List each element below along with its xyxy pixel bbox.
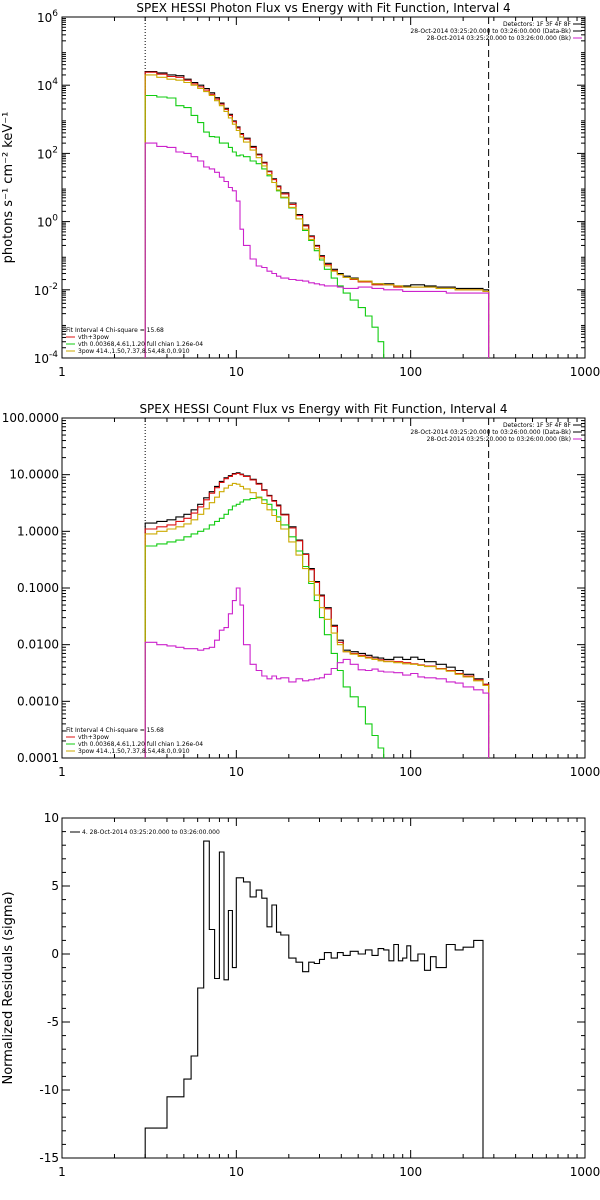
legend-entry: Detectors: 1F 3F 4F 8F [503, 21, 572, 28]
y-tick-label: 1.0000 [17, 524, 59, 538]
plot-frame [61, 16, 586, 359]
y-tick-exponent: -2 [49, 282, 58, 292]
y-tick-base: 10 [34, 284, 49, 298]
x-tick-label: 1000 [570, 1165, 600, 1179]
y-axis-label: photons s⁻¹ cm⁻² keV⁻¹ [1, 112, 16, 264]
series-vth [144, 496, 385, 758]
data-series-group [144, 840, 489, 1158]
legend-entry: vth 0.00368,4.61,1.20 full chian 1.26e-0… [78, 741, 203, 748]
y-tick-base: 10 [37, 147, 52, 161]
y-tick-exponent: 2 [52, 145, 58, 155]
y-tick-base: 10 [37, 11, 52, 25]
legend-entry: 28-Oct-2014 03:25:20.000 to 03:26:00.000… [410, 429, 571, 436]
chart-panel-1: SPEX HESSI Photon Flux vs Energy with Fi… [1, 1, 600, 379]
legend-entry: 3pow 414.,1.50,7.37,8.54,48.0,0.910 [78, 748, 190, 755]
x-tick-label: 1000 [570, 365, 600, 379]
legend-entry: vth 0.00368,4.61,1.20 full chian 1.26e-0… [78, 341, 203, 348]
y-tick-label: 106 [37, 9, 58, 25]
y-tick-exponent: 0 [52, 214, 58, 224]
x-tick-label: 100 [399, 765, 422, 779]
x-tick-label: 1000 [570, 765, 600, 779]
y-tick-label: 0.0100 [17, 638, 59, 652]
chart-panel-2: SPEX HESSI Count Flux vs Energy with Fit… [2, 402, 600, 779]
plot-frame [61, 817, 586, 1159]
legend-fit-info: Fit Interval 4 Chi-square = 15.68 [66, 327, 164, 334]
y-tick-base: 10 [37, 216, 52, 230]
series-vth [144, 94, 385, 358]
plot-frame [61, 417, 586, 759]
y-tick-exponent: 6 [52, 9, 58, 19]
legend-entry: 3pow 414.,1.50,7.37,8.54,48.0,0.910 [78, 348, 190, 355]
y-tick-label: 102 [37, 145, 58, 161]
y-tick-label: 0.1000 [17, 581, 59, 595]
x-tick-label: 100 [399, 365, 422, 379]
x-tick-label: 10 [229, 765, 244, 779]
x-tick-label: 100 [399, 1165, 422, 1179]
y-tick-label: 10-4 [34, 350, 59, 366]
chart-title: SPEX HESSI Count Flux vs Energy with Fit… [139, 402, 507, 416]
y-tick-label: -10 [39, 1083, 59, 1097]
y-tick-label: 0.0001 [17, 751, 59, 765]
legend-entry: 4. 28-Oct-2014 03:25:20.000 to 03:26:00.… [82, 829, 220, 836]
x-tick-label: 1 [58, 365, 66, 379]
y-tick-label: 10 [44, 811, 59, 825]
y-tick-exponent: 4 [52, 77, 58, 87]
chart-title: SPEX HESSI Photon Flux vs Energy with Fi… [136, 1, 510, 15]
y-tick-label: -15 [39, 1151, 59, 1165]
y-tick-label: 104 [37, 77, 58, 93]
series-residuals [144, 840, 489, 1158]
series-vth+3pow [144, 472, 490, 758]
series-3pow [144, 482, 490, 758]
y-tick-base: 10 [34, 352, 49, 366]
chart-panel-3: Normalized Residuals (sigma)1 10 100 1000-1… [1, 811, 600, 1179]
legend-entry: vth+3pow [78, 734, 109, 741]
y-tick-label: -5 [47, 1015, 59, 1029]
y-tick-label: 100 [37, 214, 58, 230]
y-tick-label: 10.0000 [9, 468, 59, 482]
legend-entry: Detectors: 1F 3F 4F 8F [503, 422, 572, 429]
x-tick-label: 1 [58, 765, 66, 779]
series-bk [144, 142, 490, 358]
y-tick-label: 100.0000 [2, 411, 59, 425]
y-tick-label: 0.0010 [17, 694, 59, 708]
y-axis-label: Normalized Residuals (sigma) [1, 891, 16, 1084]
data-series-group [144, 472, 490, 758]
series-3pow [144, 74, 490, 358]
y-tick-exponent: -4 [49, 350, 58, 360]
y-tick-label: 10-2 [34, 282, 58, 298]
y-tick-label: 0 [51, 947, 59, 961]
series-data [144, 71, 490, 358]
legend-fit-info: Fit Interval 4 Chi-square = 15.68 [66, 727, 164, 734]
x-tick-label: 1 [58, 1165, 66, 1179]
y-tick-label: 5 [51, 879, 59, 893]
series-bk [144, 587, 490, 758]
legend-entry: 28-Oct-2014 03:25:20.000 to 03:26:00.000… [427, 35, 571, 42]
x-tick-label: 10 [229, 365, 244, 379]
x-tick-label: 10 [229, 1165, 244, 1179]
legend-entry: 28-Oct-2014 03:25:20.000 to 03:26:00.000… [410, 28, 571, 35]
y-tick-base: 10 [37, 79, 52, 93]
legend-entry: vth+3pow [78, 334, 109, 341]
data-series-group [144, 71, 490, 358]
legend-entry: 28-Oct-2014 03:25:20.000 to 03:26:00.000… [427, 436, 571, 443]
series-data [144, 472, 490, 758]
